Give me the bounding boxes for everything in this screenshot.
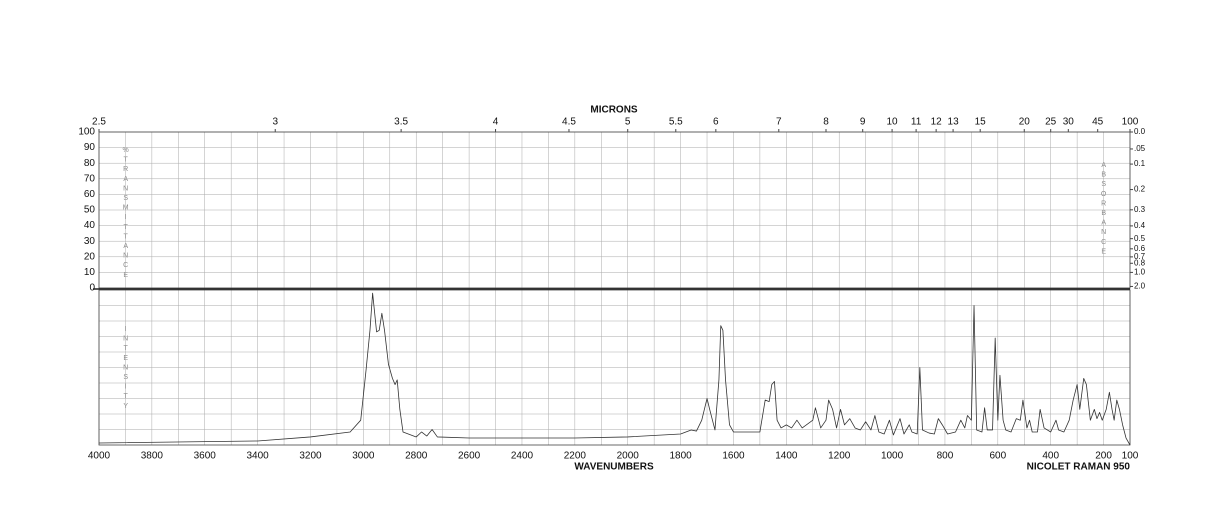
x2-tick-label: 30 bbox=[1063, 117, 1075, 128]
x2-tick-label: 5.5 bbox=[669, 117, 683, 128]
x2-tick-label: 5 bbox=[625, 117, 631, 128]
instrument-label: NICOLET RAMAN 950 bbox=[1027, 462, 1131, 473]
x-axis-title: WAVENUMBERS bbox=[574, 462, 654, 473]
x-tick-label: 3200 bbox=[299, 451, 322, 462]
x-tick-label: 600 bbox=[989, 451, 1006, 462]
x-tick-label: 3800 bbox=[141, 451, 164, 462]
y3-tick-label: 0.0 bbox=[1134, 127, 1146, 136]
transmittance-frame bbox=[98, 131, 1131, 289]
y3-tick-label: 0.8 bbox=[1134, 258, 1146, 267]
x-tick-label: 200 bbox=[1095, 451, 1112, 462]
x2-tick-label: 3.5 bbox=[394, 117, 408, 128]
x2-tick-label: 10 bbox=[887, 117, 899, 128]
x2-tick-label: 4 bbox=[493, 117, 499, 128]
y-tick-label: 50 bbox=[84, 205, 96, 216]
y-tick-label: 40 bbox=[84, 220, 96, 231]
x-tick-label: 1400 bbox=[775, 451, 798, 462]
y3-tick-label: 2.0 bbox=[1134, 282, 1146, 291]
x2-tick-label: 11 bbox=[911, 117, 922, 128]
y3-tick-label: 0.4 bbox=[1134, 221, 1146, 230]
x-tick-label: 2000 bbox=[617, 451, 640, 462]
x2-tick-label: 13 bbox=[948, 117, 960, 128]
x2-tick-label: 2.5 bbox=[92, 117, 106, 128]
x-tick-label: 1600 bbox=[722, 451, 745, 462]
x-tick-label: 1800 bbox=[669, 451, 692, 462]
x-tick-label: 2600 bbox=[458, 451, 481, 462]
intensity-frame bbox=[98, 289, 1131, 446]
y-tick-label: 10 bbox=[84, 267, 96, 278]
x2-tick-label: 4.5 bbox=[562, 117, 576, 128]
x-tick-label: 3000 bbox=[352, 451, 375, 462]
x-tick-label: 100 bbox=[1122, 451, 1139, 462]
y3-tick-label: 0.1 bbox=[1134, 159, 1146, 168]
x-tick-label: 3600 bbox=[194, 451, 217, 462]
y3-tick-label: 1.0 bbox=[1134, 268, 1146, 277]
x2-tick-label: 12 bbox=[931, 117, 943, 128]
y-tick-label: 80 bbox=[84, 158, 96, 169]
x2-axis-title: MICRONS bbox=[590, 105, 638, 116]
y-tick-label: 90 bbox=[84, 142, 96, 153]
y3-tick-label: 0.3 bbox=[1134, 205, 1146, 214]
y-tick-label: 70 bbox=[84, 173, 96, 184]
x2-tick-label: 6 bbox=[713, 117, 719, 128]
x2-tick-label: 7 bbox=[776, 117, 782, 128]
x2-tick-label: 45 bbox=[1092, 117, 1104, 128]
x-tick-label: 2200 bbox=[564, 451, 587, 462]
y-tick-label: 30 bbox=[84, 236, 96, 247]
x-tick-label: 2400 bbox=[511, 451, 534, 462]
x2-tick-label: 15 bbox=[975, 117, 987, 128]
y3-tick-label: 0.2 bbox=[1134, 185, 1146, 194]
y3-tick-label: 0.7 bbox=[1134, 252, 1146, 261]
x2-tick-label: 3 bbox=[272, 117, 278, 128]
x-tick-label: 1000 bbox=[881, 451, 904, 462]
x2-tick-label: 25 bbox=[1045, 117, 1057, 128]
y3-tick-label: 0.6 bbox=[1134, 244, 1146, 253]
x2-tick-label: 20 bbox=[1019, 117, 1031, 128]
x2-tick-label: 8 bbox=[823, 117, 829, 128]
y-tick-label: 20 bbox=[84, 251, 96, 262]
y3-tick-label: .05 bbox=[1134, 144, 1146, 153]
x-tick-label: 2800 bbox=[405, 451, 428, 462]
x-tick-label: 4000 bbox=[88, 451, 111, 462]
x2-tick-label: 9 bbox=[860, 117, 866, 128]
x2-tick-label: 100 bbox=[1122, 117, 1139, 128]
y-tick-label: 0 bbox=[89, 283, 95, 294]
x-tick-label: 1200 bbox=[828, 451, 851, 462]
y3-tick-label: 0.5 bbox=[1134, 234, 1146, 243]
x-tick-label: 3400 bbox=[246, 451, 269, 462]
x-tick-label: 400 bbox=[1042, 451, 1059, 462]
spectrum-line bbox=[98, 292, 1131, 446]
y-tick-label: 100 bbox=[78, 127, 95, 138]
y-tick-label: 60 bbox=[84, 189, 96, 200]
x-tick-label: 800 bbox=[937, 451, 954, 462]
